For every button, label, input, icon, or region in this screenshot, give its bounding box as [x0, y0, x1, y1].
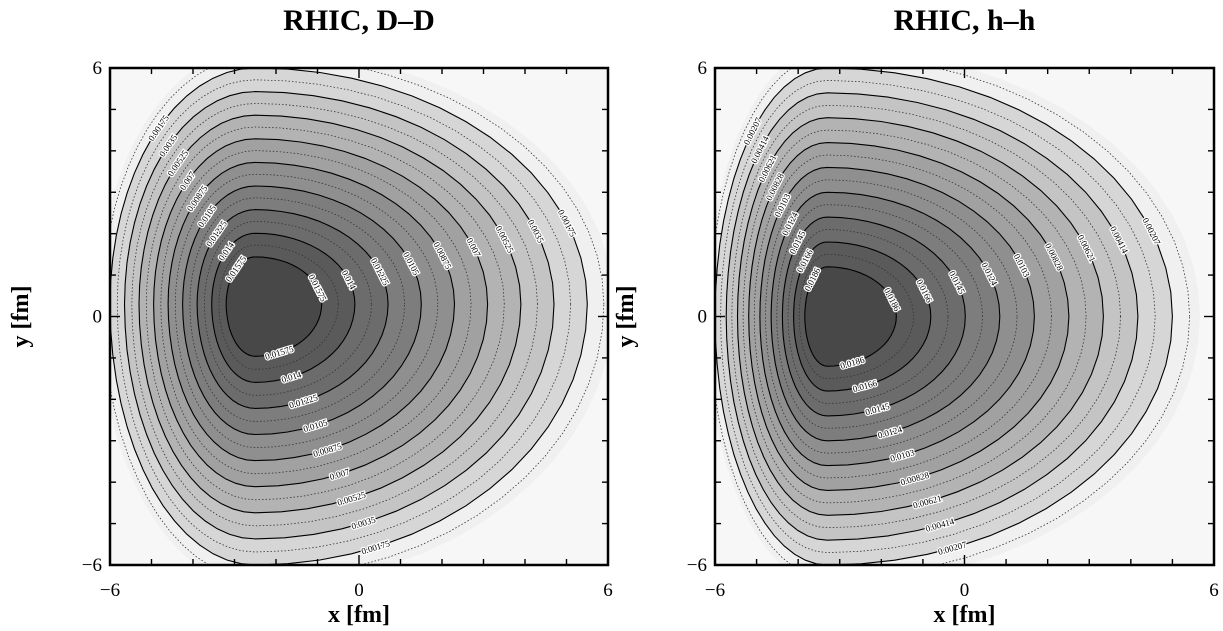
x-axis-label: x [fm]	[934, 602, 996, 628]
contour-line-8	[225, 256, 323, 357]
contour-line-8	[804, 266, 897, 367]
contour-dotted-2	[731, 104, 1122, 529]
y-axis-label: y [fm]	[613, 286, 639, 348]
contour-dotted-8	[798, 253, 915, 380]
contour-line-7	[211, 232, 356, 383]
contour-line-2	[736, 117, 1104, 516]
panel-hh: 0.002070.002070.002070.004140.004140.004…	[613, 4, 1219, 628]
contour-dotted-7	[787, 229, 949, 404]
contour-band-9	[804, 266, 897, 367]
contour-line-0	[715, 68, 1173, 565]
y-tick-label: 0	[698, 307, 708, 328]
contour-line-5	[770, 191, 1001, 442]
contour-dotted-8	[218, 244, 339, 370]
x-axis-label: x [fm]	[328, 602, 390, 628]
contour-line-5	[182, 185, 422, 436]
x-tick-label: 0	[354, 580, 364, 601]
contour-dotted-7	[203, 220, 372, 396]
contour-line-3	[153, 138, 489, 488]
panel-dd: 0.001750.001750.001750.00350.00350.00350…	[8, 4, 613, 628]
y-tick-label: −6	[687, 555, 707, 576]
x-tick-label: 0	[960, 580, 970, 601]
x-tick-label: −6	[100, 580, 120, 601]
contour-dotted-5	[174, 173, 439, 449]
contour-dotted-3	[145, 126, 505, 501]
x-tick-label: 6	[1209, 580, 1219, 601]
contour-line-1	[725, 92, 1139, 541]
contour-dotted-1	[116, 79, 572, 553]
contour-line-7	[793, 241, 932, 392]
contour-line-6	[196, 209, 389, 409]
contour-dotted-6	[776, 204, 984, 429]
x-tick-label: −6	[705, 580, 725, 601]
panel-title: RHIC, D–D	[283, 4, 435, 37]
contour-dotted-3	[742, 129, 1087, 504]
contour-dotted-1	[720, 79, 1156, 554]
contour-line-1	[123, 91, 555, 540]
panel-title: RHIC, h–h	[894, 4, 1036, 37]
y-tick-label: −6	[82, 555, 102, 576]
y-tick-label: 6	[93, 58, 103, 79]
contour-line-3	[748, 142, 1070, 491]
contour-line-4	[167, 161, 456, 462]
y-axis-label: y [fm]	[8, 286, 34, 348]
contour-line-4	[759, 166, 1035, 467]
contour-line-2	[138, 114, 522, 514]
y-tick-label: 6	[698, 58, 708, 79]
contour-line-6	[781, 216, 966, 417]
y-tick-label: 0	[93, 307, 103, 328]
contour-dotted-2	[131, 102, 538, 527]
contour-band-9	[226, 256, 322, 357]
x-tick-label: 6	[603, 580, 613, 601]
contour-dotted-4	[753, 154, 1053, 479]
contour-line-0	[110, 68, 588, 565]
